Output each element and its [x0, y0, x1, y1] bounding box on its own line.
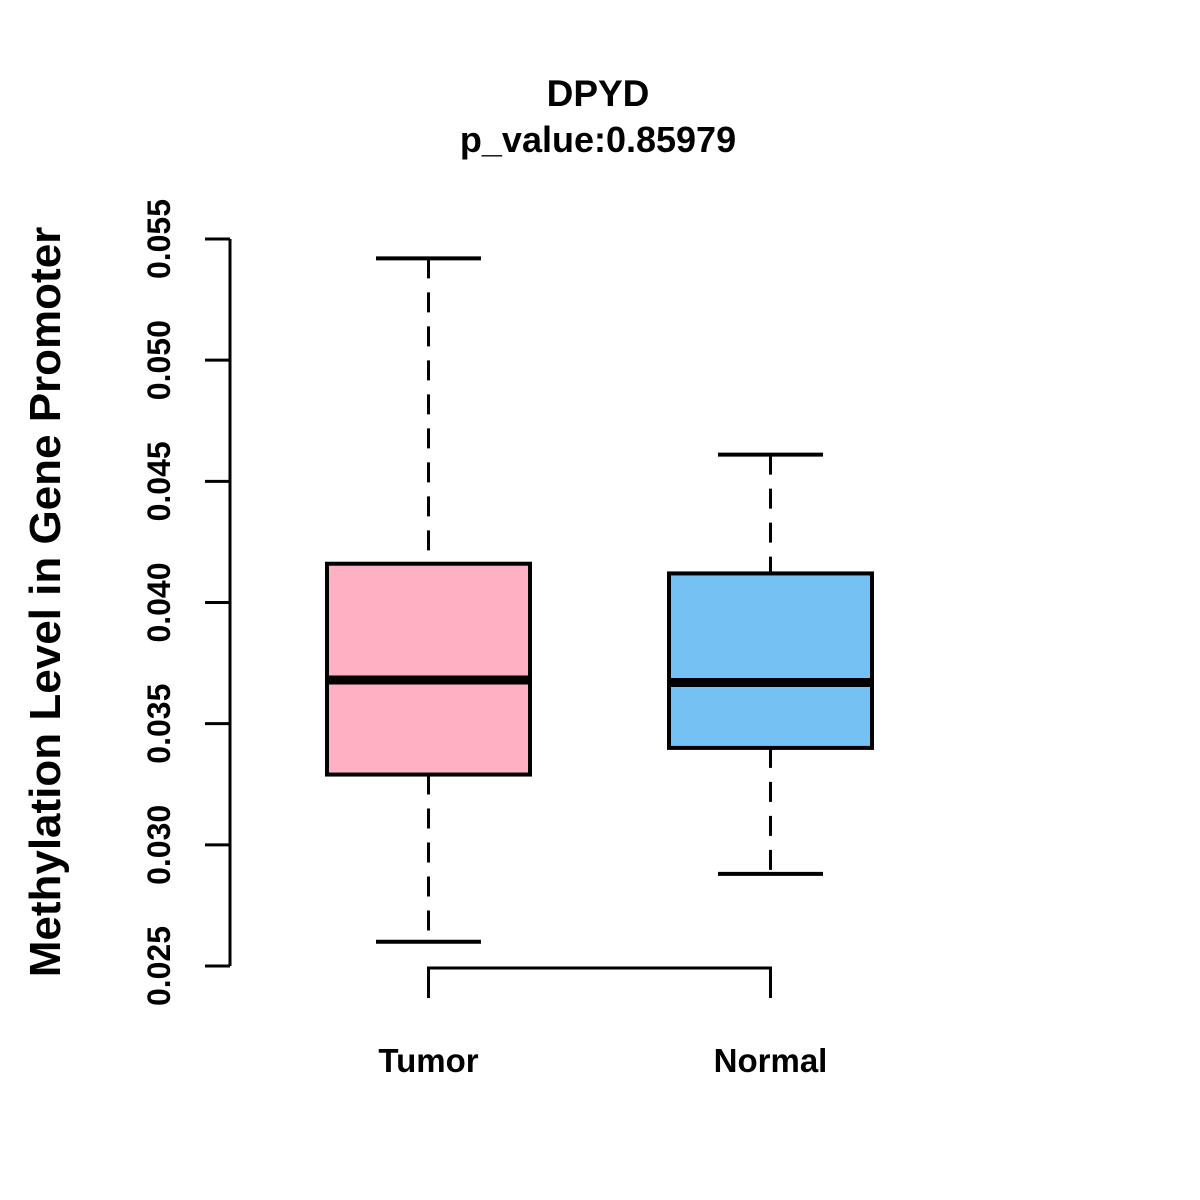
x-category-label: Tumor	[378, 1042, 478, 1079]
y-tick-label: 0.040	[141, 562, 177, 642]
y-tick-label: 0.025	[141, 926, 177, 1006]
x-axis: Tumor Normal	[378, 966, 828, 1079]
box-normal	[667, 452, 874, 876]
boxes-group	[325, 256, 874, 944]
y-axis: 0.025 0.030 0.035 0.040 0.045 0.050 0.055	[141, 199, 232, 1006]
y-tick-label: 0.055	[141, 199, 177, 279]
iqr-box	[325, 561, 532, 777]
chart-title: DPYD	[547, 73, 650, 114]
chart-subtitle: p_value:0.85979	[460, 119, 736, 160]
box-tumor	[325, 256, 532, 944]
y-tick-label: 0.045	[141, 441, 177, 521]
x-axis-bracket	[427, 966, 772, 998]
x-category-label: Normal	[714, 1042, 828, 1079]
y-tick-label: 0.050	[141, 320, 177, 400]
iqr-box	[667, 571, 874, 750]
y-axis-title: Methylation Level in Gene Promoter	[21, 227, 70, 978]
y-tick-label: 0.035	[141, 684, 177, 764]
y-tick-label: 0.030	[141, 805, 177, 885]
